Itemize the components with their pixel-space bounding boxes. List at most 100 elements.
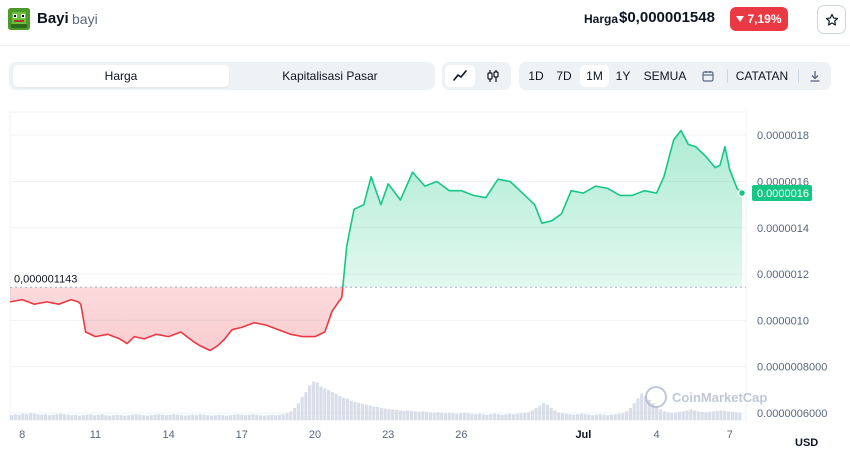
line-chart-button[interactable] [445,65,475,87]
volume-bar [655,406,659,420]
x-axis-labels: 8 11 14 17 20 23 26 Jul 4 7 [19,429,733,441]
price-chart[interactable]: 0,000001143 0.0000018 0.0000016 0.0000014 0… [0,100,850,456]
volume-bar [138,414,142,420]
range-1y-button[interactable]: 1Y [615,69,631,83]
y-tick-label: 0.0000018 [757,130,809,142]
volume-bar [598,414,602,420]
tab-market-cap[interactable]: Kapitalisasi Pasar [282,69,378,83]
currency-label: USD [795,437,819,449]
volume-bar [723,410,727,420]
volume-bar [111,415,116,420]
volume-bar [353,401,357,420]
volume-bar [443,413,448,420]
current-price-tag-bg [752,185,812,202]
tab-price[interactable]: Harga [13,65,229,87]
volume-bar [209,415,214,420]
volume-bar [183,415,187,420]
volume-bar [734,412,738,420]
calendar-icon [702,71,714,82]
range-1d-button[interactable]: 1D [528,69,544,83]
volume-bar [157,414,161,420]
range-1m-button[interactable]: 1M [580,65,609,87]
volume-bar [726,411,731,420]
watermark-text: CoinMarketCap [672,390,767,405]
volume-bar [194,415,199,420]
volume-bar [466,413,470,420]
volume-bar [213,415,217,420]
volume-bar [689,409,693,420]
volume-bar [489,414,493,420]
volume-bar [617,413,621,420]
volume-bar [43,414,48,420]
price-area-up [10,130,742,288]
range-7d-button[interactable]: 7D [556,69,572,83]
volume-bar [647,399,651,420]
x-tick-label: 20 [309,429,321,441]
volume-bar [587,414,591,420]
volume-bar [417,411,421,420]
volume-bar [119,415,123,420]
volume-bar [538,405,542,420]
volume-bar [708,411,712,420]
volume-bar [217,414,221,420]
volume-bar [606,415,610,420]
date-picker-button[interactable] [697,65,719,87]
volume-bar [459,413,463,420]
volume-bar [470,413,474,420]
volume-bar [311,381,316,420]
volume-bar [519,413,523,420]
price-change-badge: 7,19% [730,7,788,31]
volume-bar [74,414,78,420]
volume-bar [719,410,723,420]
notes-button[interactable]: CATATAN [735,69,789,83]
volume-bar [666,412,670,420]
volume-bar [436,412,440,420]
volume-bar [172,414,176,420]
volume-bar [115,414,119,420]
volume-bar [85,414,89,420]
volume-bar [274,415,278,420]
download-button[interactable] [804,65,826,87]
x-tick-label: 11 [90,429,101,441]
volume-bar [677,411,682,420]
range-all-button[interactable]: SEMUA [643,69,687,83]
volume-bar [508,413,512,420]
candlestick-chart-button[interactable] [478,65,508,87]
volume-bar [285,413,289,420]
volume-bar [198,414,202,420]
volume-bar [621,413,625,420]
volume-bar [579,413,583,420]
volume-bar [179,415,183,420]
volume-bar [394,409,399,420]
x-tick-label: 14 [162,429,174,441]
watchlist-star-button[interactable] [817,5,846,34]
time-range-selector: 1D 7D 1M 1Y SEMUA CATATAN [519,62,831,90]
volume-bar [451,413,455,420]
volume-bar [160,414,165,420]
y-axis-labels: 0.0000018 0.0000016 0.0000014 0.0000012 0.00… [757,130,827,420]
current-price-tag: 0.0000016 [737,185,812,202]
volume-bar [142,415,146,420]
volume-bar [700,411,704,420]
volume-bar [428,412,432,420]
volume-bar [704,412,708,420]
volume-bar [511,414,516,420]
volume-bar [481,414,485,420]
volume-bar [93,415,97,420]
volume-bar [89,414,93,420]
volume-bar [640,393,644,420]
volume-bar [225,415,229,420]
volume-bar [575,414,580,420]
volume-bar [77,415,82,420]
volume-bar [66,414,70,420]
volume-bar [47,415,51,420]
x-tick-label: 4 [654,429,660,441]
volume-bar [609,414,614,420]
volume-bar [387,408,391,420]
volume-bar [492,413,497,420]
volume-bar [349,400,353,420]
volume-bar [625,411,629,420]
volume-bar [474,414,478,420]
volume-bar [658,409,663,420]
volume-bar [289,411,293,420]
